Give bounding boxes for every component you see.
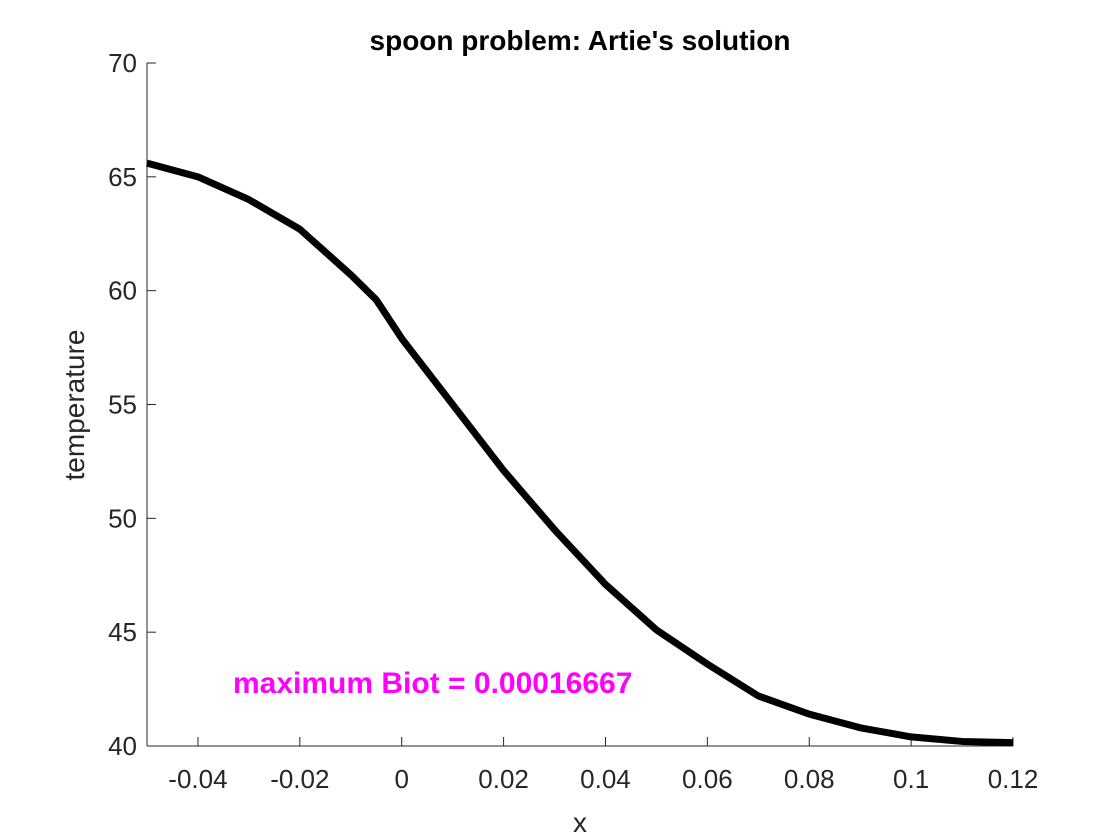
y-tick-label: 60 bbox=[108, 276, 137, 306]
x-tick-label: 0.08 bbox=[784, 764, 835, 794]
chart-title: spoon problem: Artie's solution bbox=[370, 25, 791, 56]
data-line bbox=[146, 159, 1014, 747]
x-tick-label: 0.06 bbox=[682, 764, 733, 794]
annotation: maximum Biot = 0.00016667 bbox=[233, 667, 632, 700]
y-tick-label: 70 bbox=[108, 48, 137, 78]
y-tick-label: 50 bbox=[108, 503, 137, 533]
y-axis-label: temperature bbox=[59, 330, 90, 481]
x-tick-label: 0.1 bbox=[893, 764, 929, 794]
x-tick-label: 0 bbox=[394, 764, 408, 794]
x-tick-label: 0.04 bbox=[580, 764, 631, 794]
y-tick-label: 45 bbox=[108, 617, 137, 647]
x-tick-label: -0.02 bbox=[270, 764, 329, 794]
x-tick-label: 0.12 bbox=[988, 764, 1039, 794]
x-tick-label: -0.04 bbox=[168, 764, 227, 794]
x-tick-label: 0.02 bbox=[478, 764, 529, 794]
y-tick-label: 55 bbox=[108, 390, 137, 420]
x-axis-label: x bbox=[573, 807, 587, 838]
y-tick-label: 40 bbox=[108, 731, 137, 761]
y-tick-label: 65 bbox=[108, 162, 137, 192]
